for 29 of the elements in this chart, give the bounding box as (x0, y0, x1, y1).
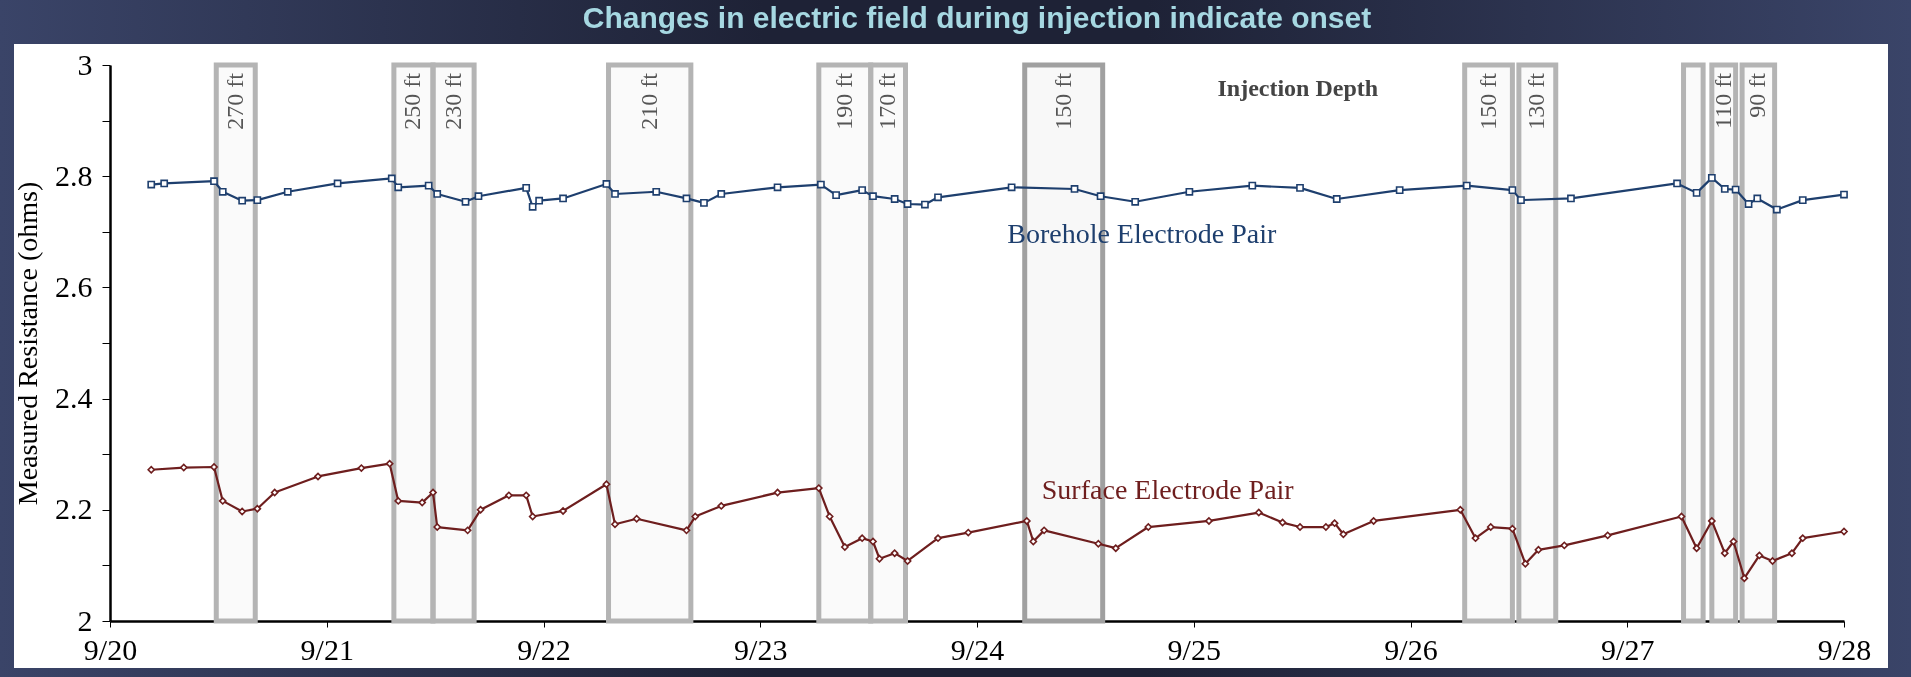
y-tick-label: 2.4 (55, 381, 93, 415)
y-tick-label: 2.8 (55, 158, 93, 192)
band-label: 130 ft (1523, 72, 1550, 130)
band-label: 190 ft (830, 72, 857, 130)
x-tick-label: 9/22 (517, 632, 571, 666)
band-label: 170 ft (874, 72, 901, 130)
x-tick-label: 9/28 (1817, 632, 1872, 666)
chart-title: Changes in electric field during injection indicate onset (582, 1, 1372, 34)
band-label: 90 ft (1744, 72, 1771, 118)
x-tick-label: 9/24 (950, 632, 1005, 666)
x-tick-label: 9/21 (300, 632, 354, 666)
band-label: 230 ft (439, 72, 466, 130)
x-tick-label: 9/23 (734, 632, 788, 666)
annotation: Injection Depth (1217, 75, 1379, 101)
series-label: Borehole Electrode Pair (1007, 218, 1277, 250)
band-label: 110 ft (1709, 72, 1736, 129)
band-label: 150 ft (1049, 72, 1076, 130)
y-tick-label: 2.2 (55, 492, 93, 526)
band-label: 270 ft (221, 72, 248, 130)
x-tick-label: 9/27 (1601, 632, 1655, 666)
band-label: 210 ft (635, 72, 662, 130)
y-axis-title: Measured Resistance (ohms) (12, 181, 43, 506)
y-tick-label: 3 (77, 47, 93, 81)
x-tick-label: 9/25 (1167, 632, 1221, 666)
x-tick-label: 9/26 (1384, 632, 1438, 666)
series-label: Surface Electrode Pair (1041, 474, 1295, 506)
y-tick-label: 2.6 (55, 269, 93, 303)
band-label: 150 ft (1474, 72, 1501, 130)
band-label: 250 ft (399, 72, 426, 130)
